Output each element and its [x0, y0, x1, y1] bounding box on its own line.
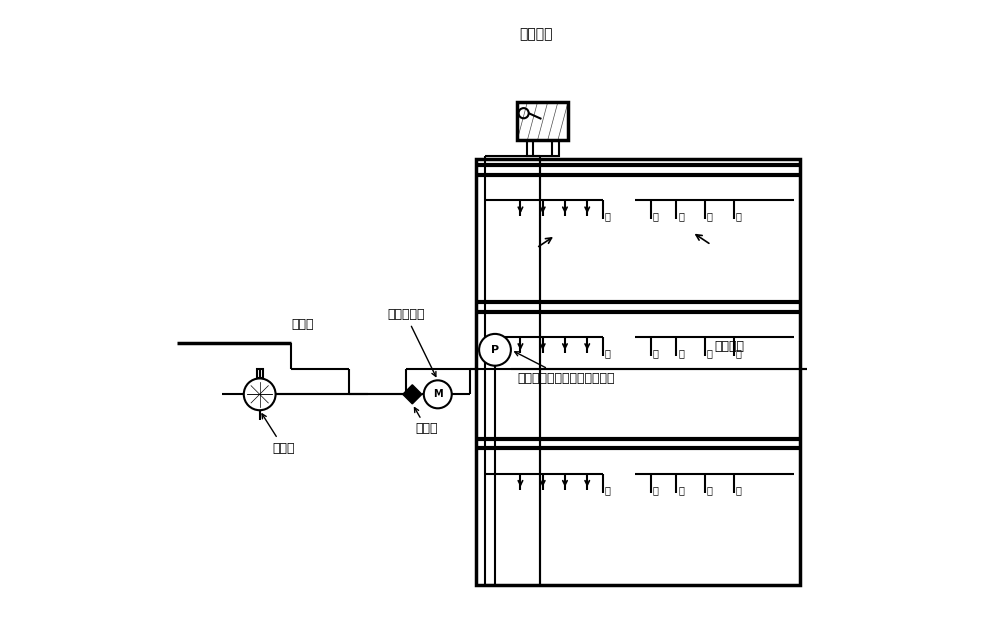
Bar — [527, 140, 558, 156]
Text: ㊂: ㊂ — [736, 348, 742, 358]
Polygon shape — [403, 385, 422, 404]
Text: 道　路: 道 路 — [291, 318, 314, 331]
Text: ㊂: ㊂ — [678, 348, 684, 358]
Text: ㊂: ㊂ — [678, 211, 684, 221]
Circle shape — [479, 334, 511, 366]
Text: ㊂: ㊂ — [678, 485, 684, 495]
Text: ㊂: ㊂ — [604, 485, 610, 495]
Text: ㊂: ㊂ — [652, 485, 658, 495]
Text: 給水栓等: 給水栓等 — [715, 340, 744, 353]
Bar — [517, 102, 568, 140]
Text: 止水栓: 止水栓 — [415, 408, 438, 436]
Circle shape — [244, 378, 275, 410]
Text: ㊂: ㊂ — [736, 485, 742, 495]
Text: ㊂: ㊂ — [707, 485, 713, 495]
Bar — [476, 159, 800, 585]
Text: ㊂: ㊂ — [652, 211, 658, 221]
Text: 増圧給水装置（ブースター）: 増圧給水装置（ブースター） — [515, 352, 615, 385]
Text: ㊂: ㊂ — [736, 211, 742, 221]
Text: ㊂: ㊂ — [652, 348, 658, 358]
Text: 配水管: 配水管 — [262, 414, 295, 455]
Text: ㊂: ㊂ — [604, 348, 610, 358]
Text: M: M — [433, 389, 443, 399]
Text: 水道メータ: 水道メータ — [387, 308, 436, 377]
Text: ㊂: ㊂ — [707, 348, 713, 358]
Text: ㊂: ㊂ — [707, 211, 713, 221]
Text: ㊂: ㊂ — [604, 211, 610, 221]
Bar — [256, 369, 263, 378]
Circle shape — [424, 380, 451, 408]
Text: 高架水槽: 高架水槽 — [520, 27, 553, 41]
Text: P: P — [491, 345, 499, 355]
